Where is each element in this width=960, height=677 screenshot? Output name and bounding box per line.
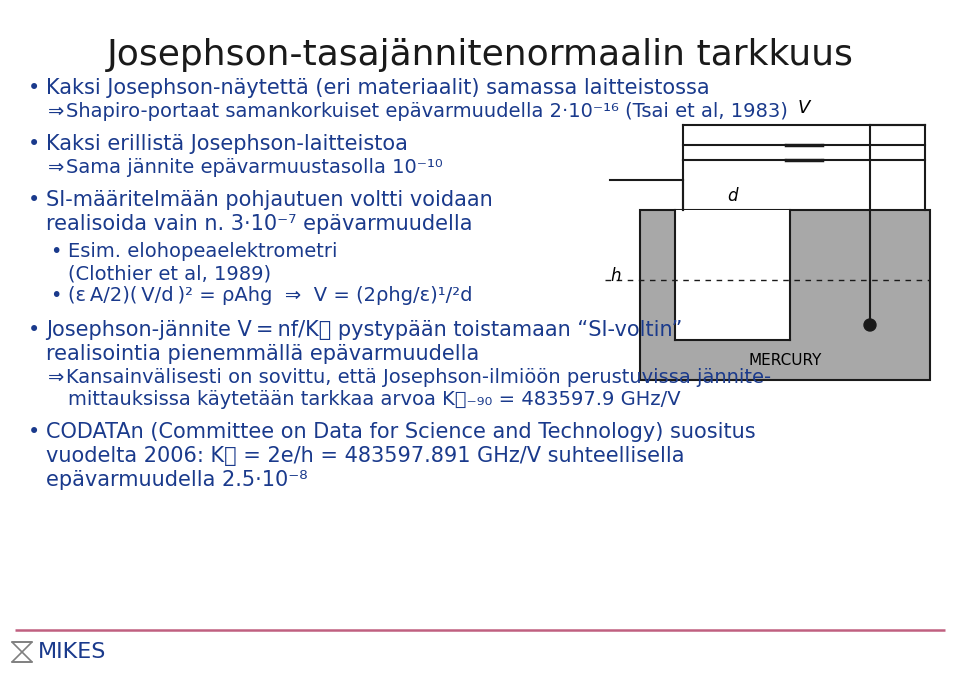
Text: •: • <box>28 422 40 442</box>
Text: •: • <box>50 286 61 305</box>
Text: •: • <box>28 320 40 340</box>
Text: Esim. elohopeaelektrometri: Esim. elohopeaelektrometri <box>68 242 338 261</box>
Text: Sama jännite epävarmuustasolla 10⁻¹⁰: Sama jännite epävarmuustasolla 10⁻¹⁰ <box>66 158 443 177</box>
Text: Kansainvälisesti on sovittu, että Josephson-ilmiöön perustuvissa jännite-: Kansainvälisesti on sovittu, että Joseph… <box>66 368 771 387</box>
Text: •: • <box>28 78 40 98</box>
Text: Kaksi erillistä Josephson-laitteistoa: Kaksi erillistä Josephson-laitteistoa <box>46 134 408 154</box>
Text: h: h <box>610 267 620 285</box>
Text: vuodelta 2006: Kⰼ = 2e/h = 483597.891 GHz/V suhteellisella: vuodelta 2006: Kⰼ = 2e/h = 483597.891 GH… <box>46 446 684 466</box>
Text: (Clothier et al, 1989): (Clothier et al, 1989) <box>68 264 271 283</box>
Text: ⇒: ⇒ <box>48 102 64 121</box>
Text: •: • <box>28 134 40 154</box>
Text: •: • <box>50 242 61 261</box>
Text: d: d <box>728 187 737 205</box>
Text: ⇒: ⇒ <box>48 158 64 177</box>
Text: SI-määritelmään pohjautuen voltti voidaan: SI-määritelmään pohjautuen voltti voidaa… <box>46 190 492 210</box>
Text: epävarmuudella 2.5·10⁻⁸: epävarmuudella 2.5·10⁻⁸ <box>46 470 307 490</box>
Text: Shapiro-portaat samankorkuiset epävarmuudella 2·10⁻¹⁶ (Tsai et al, 1983): Shapiro-portaat samankorkuiset epävarmuu… <box>66 102 788 121</box>
Text: Josephson-tasajännitenormaalin tarkkuus: Josephson-tasajännitenormaalin tarkkuus <box>107 38 853 72</box>
Text: MERCURY: MERCURY <box>748 353 822 368</box>
Text: (ε A/2)( V/d )² = ρAhg  ⇒  V = (2ρhg/ε)¹/²d: (ε A/2)( V/d )² = ρAhg ⇒ V = (2ρhg/ε)¹/²… <box>68 286 472 305</box>
Text: mittauksissa käytetään tarkkaa arvoa Kⰼ₋₉₀ = 483597.9 GHz/V: mittauksissa käytetään tarkkaa arvoa Kⰼ₋… <box>68 390 681 409</box>
Text: CODATAn (Committee on Data for Science and Technology) suositus: CODATAn (Committee on Data for Science a… <box>46 422 756 442</box>
Text: Kaksi Josephson-näytettä (eri materiaalit) samassa laitteistossa: Kaksi Josephson-näytettä (eri materiaali… <box>46 78 709 98</box>
Text: V: V <box>798 99 810 117</box>
Bar <box>675 210 790 340</box>
Text: MIKES: MIKES <box>38 642 107 662</box>
Text: realisointia pienemmällä epävarmuudella: realisointia pienemmällä epävarmuudella <box>46 344 479 364</box>
Circle shape <box>864 319 876 331</box>
Text: realisoida vain n. 3·10⁻⁷ epävarmuudella: realisoida vain n. 3·10⁻⁷ epävarmuudella <box>46 214 472 234</box>
Text: Josephson-jännite V = nf/Kⰼ pystypään toistamaan “SI-voltin”: Josephson-jännite V = nf/Kⰼ pystypään to… <box>46 320 683 340</box>
Bar <box>640 210 930 380</box>
Text: ⇒: ⇒ <box>48 368 64 387</box>
Text: •: • <box>28 190 40 210</box>
